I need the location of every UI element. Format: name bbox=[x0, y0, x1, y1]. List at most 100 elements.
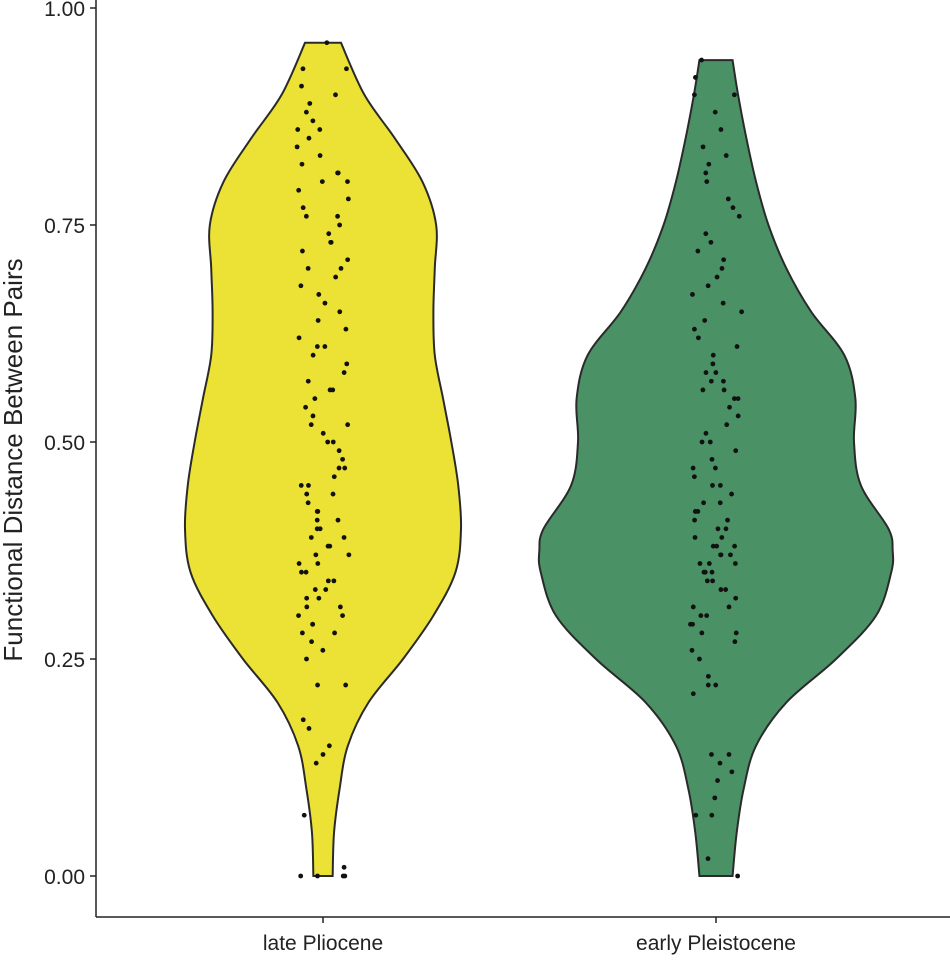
data-point bbox=[690, 465, 696, 471]
data-point bbox=[733, 630, 739, 636]
y-ticks: 0.00 0.25 0.50 0.75 1.00 bbox=[44, 0, 96, 889]
data-point bbox=[729, 491, 734, 497]
data-point bbox=[730, 205, 736, 211]
data-point bbox=[338, 266, 344, 271]
data-point bbox=[725, 196, 731, 202]
data-point bbox=[315, 682, 320, 688]
data-point bbox=[345, 196, 351, 202]
data-point bbox=[304, 656, 309, 662]
data-point bbox=[344, 66, 349, 72]
data-point bbox=[692, 535, 698, 540]
data-point bbox=[717, 500, 723, 506]
data-point bbox=[704, 179, 710, 185]
x-tick-label: early Pleistocene bbox=[636, 932, 796, 955]
data-point bbox=[705, 856, 711, 862]
data-point bbox=[690, 292, 695, 297]
data-point bbox=[310, 118, 316, 124]
data-point bbox=[723, 526, 729, 532]
data-point bbox=[337, 604, 343, 610]
data-point bbox=[341, 864, 347, 870]
data-point bbox=[335, 213, 340, 219]
y-tick-label: 0.50 bbox=[44, 432, 85, 455]
data-point bbox=[710, 483, 715, 488]
data-point bbox=[315, 873, 320, 879]
data-point bbox=[324, 40, 330, 46]
data-point bbox=[709, 812, 715, 818]
data-point bbox=[323, 587, 329, 592]
data-point bbox=[703, 430, 709, 436]
jitter-points bbox=[294, 40, 745, 879]
data-point bbox=[300, 248, 305, 254]
data-point bbox=[310, 621, 316, 627]
data-point bbox=[692, 92, 697, 98]
data-point bbox=[346, 552, 352, 558]
y-axis-label: Functional Distance Between Pairs bbox=[0, 258, 28, 661]
data-point bbox=[306, 483, 311, 488]
data-point bbox=[715, 778, 720, 783]
data-point bbox=[714, 543, 720, 549]
data-point bbox=[326, 231, 332, 237]
data-point bbox=[345, 257, 351, 263]
data-point bbox=[299, 161, 305, 167]
data-point bbox=[337, 222, 343, 228]
data-point bbox=[299, 83, 304, 89]
data-point bbox=[713, 682, 719, 688]
data-point bbox=[304, 491, 310, 497]
data-point bbox=[723, 153, 729, 158]
data-point bbox=[719, 535, 725, 540]
data-point bbox=[690, 691, 696, 697]
x-ticks: late Pliocene early Pleistocene bbox=[263, 917, 796, 955]
data-point bbox=[736, 213, 742, 219]
data-point bbox=[699, 630, 705, 636]
data-point bbox=[315, 561, 321, 566]
data-point bbox=[332, 630, 337, 636]
data-point bbox=[727, 404, 732, 410]
y-tick-label: 0.00 bbox=[44, 866, 85, 889]
data-point bbox=[313, 760, 319, 766]
y-tick-label: 0.75 bbox=[44, 215, 85, 238]
data-point bbox=[307, 101, 313, 106]
data-point bbox=[735, 413, 741, 419]
data-point bbox=[312, 396, 318, 401]
data-point bbox=[695, 248, 701, 254]
data-point bbox=[733, 448, 739, 454]
data-point bbox=[720, 300, 726, 306]
data-point bbox=[320, 647, 326, 653]
data-point bbox=[300, 66, 306, 72]
data-point bbox=[709, 569, 715, 575]
data-point bbox=[303, 569, 309, 575]
data-point bbox=[294, 144, 300, 150]
data-point bbox=[704, 578, 710, 584]
data-point bbox=[713, 370, 719, 375]
data-point bbox=[702, 318, 708, 323]
data-point bbox=[693, 75, 698, 80]
data-point bbox=[303, 109, 309, 115]
data-point bbox=[708, 378, 714, 384]
data-point bbox=[333, 274, 339, 280]
data-point bbox=[331, 578, 337, 584]
data-point bbox=[692, 517, 697, 523]
data-point bbox=[310, 352, 316, 358]
data-point bbox=[300, 205, 306, 211]
data-point bbox=[298, 283, 304, 289]
data-point bbox=[702, 569, 708, 575]
data-point bbox=[692, 326, 697, 332]
data-point bbox=[721, 387, 727, 393]
data-point bbox=[700, 144, 706, 150]
data-point bbox=[325, 439, 331, 445]
data-point bbox=[718, 127, 724, 132]
data-point bbox=[306, 726, 312, 731]
data-point bbox=[330, 387, 336, 393]
data-point bbox=[705, 673, 711, 679]
data-point bbox=[709, 752, 714, 757]
data-point bbox=[726, 604, 732, 610]
data-point bbox=[325, 543, 331, 549]
data-point bbox=[298, 873, 304, 879]
data-point bbox=[721, 257, 727, 263]
data-point bbox=[703, 370, 709, 375]
data-point bbox=[310, 413, 316, 419]
data-point bbox=[695, 509, 701, 514]
data-point bbox=[314, 344, 320, 349]
data-point bbox=[703, 170, 709, 176]
data-point bbox=[712, 465, 718, 471]
